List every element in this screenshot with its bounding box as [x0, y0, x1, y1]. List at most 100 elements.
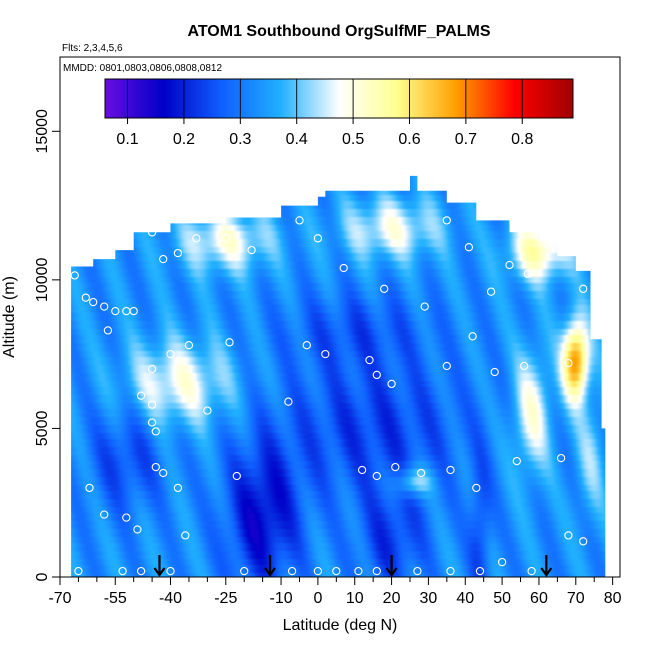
sample-point	[446, 465, 455, 475]
sample-point	[446, 566, 455, 576]
sample-point	[166, 349, 175, 359]
heatmap-image	[71, 175, 606, 577]
y-axis: 0 5000 10000 15000	[34, 109, 60, 581]
sample-point	[85, 483, 94, 493]
sample-point	[472, 483, 481, 493]
colorbar-tick-label: 0.7	[455, 131, 477, 148]
sample-point	[442, 216, 451, 225]
sample-point	[81, 293, 90, 302]
sample-point	[497, 557, 507, 567]
colorbar-tick-label: 0.3	[229, 131, 251, 148]
sample-point	[136, 566, 146, 576]
x-tick-label: 20	[383, 590, 401, 607]
sample-point	[556, 453, 566, 463]
sample-point	[166, 566, 175, 576]
sample-point	[380, 284, 389, 293]
sample-point	[354, 566, 363, 576]
sample-point	[159, 468, 168, 478]
sample-point	[287, 566, 297, 576]
sample-point	[111, 306, 120, 316]
x-tick-label: 30	[420, 590, 438, 607]
sample-point	[357, 465, 367, 475]
sample-point	[505, 260, 514, 270]
x-tick-label: 10	[346, 590, 364, 607]
sample-point	[240, 566, 249, 576]
sample-point	[147, 228, 157, 237]
colorbar-tick-label: 0.6	[398, 131, 420, 148]
sample-point	[100, 510, 109, 519]
sample-point	[490, 367, 499, 377]
dates-subtitle: MMDD: 0801,0803,0806,0808,0812	[63, 63, 222, 74]
x-tick-label: -25	[214, 590, 237, 607]
sample-point	[339, 263, 348, 273]
sample-point	[181, 531, 190, 540]
colorbar: 0.1 0.2 0.3 0.4 0.5 0.6 0.7 0.8	[104, 78, 574, 148]
sample-point	[372, 566, 381, 576]
sample-point	[442, 361, 451, 371]
colorbar-ticks: 0.1 0.2 0.3 0.4 0.5 0.6 0.7 0.8	[116, 118, 533, 148]
y-tick-label: 5000	[34, 411, 51, 447]
y-axis-label: Altitude (m)	[1, 276, 18, 358]
sample-point	[129, 306, 138, 316]
sample-point	[313, 566, 323, 576]
sample-point	[365, 355, 374, 365]
sample-point	[147, 400, 157, 409]
sample-point	[413, 566, 422, 576]
x-tick-label: -55	[104, 590, 127, 607]
sample-point	[416, 468, 426, 478]
sample-point	[321, 349, 330, 359]
sample-point	[302, 341, 311, 350]
sample-point	[74, 566, 83, 576]
colorbar-frame	[104, 78, 574, 119]
sample-point	[295, 216, 304, 225]
sample-point	[133, 525, 142, 534]
sample-point	[486, 287, 496, 296]
sample-point	[173, 248, 183, 258]
colorbar-tick-label: 0.2	[173, 131, 195, 148]
x-tick-label: 50	[493, 590, 511, 607]
x-tick-label: 80	[604, 590, 622, 607]
x-tick-label: 0	[313, 590, 322, 607]
chart-title: ATOM1 Southbound OrgSulfMF_PALMS	[187, 23, 490, 40]
x-axis-label: Latitude (deg N)	[283, 617, 398, 634]
y-tick-label: 15000	[34, 109, 51, 154]
flights-subtitle: Flts: 2,3,4,5,6	[62, 43, 123, 54]
sample-point	[118, 566, 127, 576]
sample-point	[387, 379, 396, 389]
x-tick-label: -10	[269, 590, 292, 607]
x-tick-label: 40	[456, 590, 474, 607]
colorbar-tick-label: 0.8	[511, 131, 533, 148]
sample-point	[284, 397, 293, 406]
sample-point	[70, 271, 79, 280]
sample-point	[221, 234, 230, 243]
sample-point	[332, 566, 341, 576]
sample-point	[232, 471, 241, 481]
sample-point	[151, 427, 160, 436]
sample-point	[391, 462, 400, 472]
flight-markers	[153, 555, 553, 577]
sample-point	[579, 284, 588, 293]
colorbar-gradient	[105, 79, 573, 118]
colorbar-dividers	[127, 79, 523, 118]
colorbar-tick-label: 0.5	[342, 131, 364, 148]
flight-arrow	[153, 555, 166, 577]
sample-point	[464, 243, 474, 252]
sample-point	[527, 566, 536, 576]
sample-point	[147, 364, 157, 374]
x-axis: -70 -55 -40 -25 -10 0 10 20 30 40 50 60 70 80	[48, 577, 622, 607]
sample-point	[512, 456, 521, 466]
sample-point	[136, 391, 146, 400]
sample-point	[100, 302, 109, 311]
sample-point	[192, 234, 201, 243]
sample-point	[420, 302, 429, 311]
sample-point	[147, 418, 157, 427]
plot-frame	[59, 56, 621, 578]
sample-point	[122, 513, 131, 522]
sample-point	[372, 471, 381, 481]
x-tick-label: 60	[530, 590, 548, 607]
sample-point	[225, 338, 234, 347]
flight-arrow	[540, 555, 553, 577]
sample-point	[313, 234, 323, 243]
sample-point	[151, 462, 160, 472]
